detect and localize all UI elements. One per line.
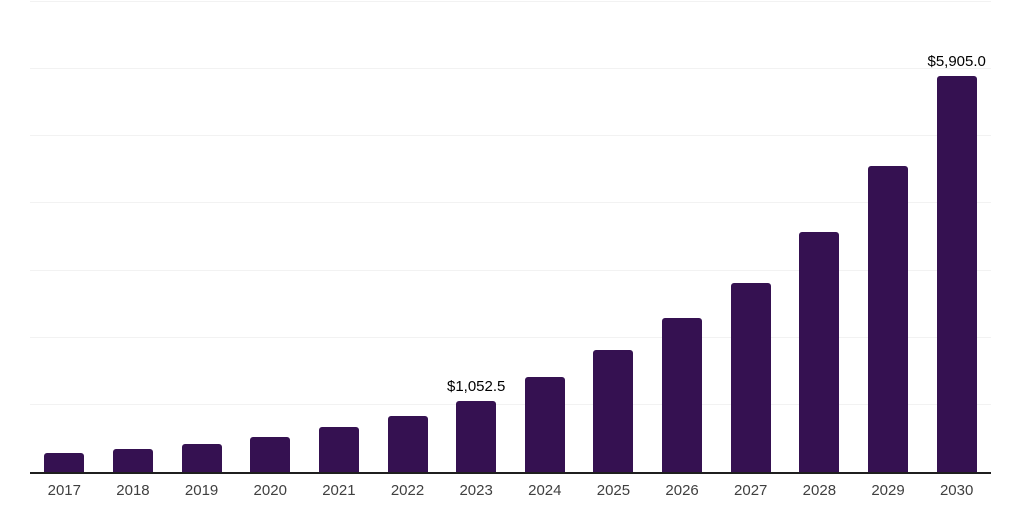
gridline	[30, 202, 991, 204]
bar[interactable]	[44, 453, 85, 472]
bar[interactable]	[730, 283, 771, 472]
gridline	[30, 135, 991, 137]
x-tick-label: 2019	[184, 482, 219, 499]
bar[interactable]	[662, 318, 703, 472]
x-tick-label: 2018	[116, 482, 150, 499]
bar-value-label: $1,052.5	[446, 378, 506, 395]
bar[interactable]	[456, 401, 497, 472]
bar-value-label: $5,905.0	[927, 53, 986, 70]
x-tick-label: 2023	[459, 482, 493, 499]
x-tick-label: 2017	[47, 482, 81, 499]
x-tick-label: 2024	[528, 482, 562, 499]
x-tick-label: 2029	[871, 482, 905, 499]
x-tick-label: 2030	[939, 482, 974, 499]
bar[interactable]	[524, 377, 565, 472]
bar[interactable]	[593, 350, 634, 472]
bar[interactable]	[936, 76, 977, 472]
bar[interactable]	[318, 427, 359, 472]
bar[interactable]	[250, 437, 291, 472]
gridline	[30, 403, 991, 405]
x-tick-label: 2021	[322, 482, 356, 499]
x-tick-label: 2025	[596, 482, 631, 499]
x-axis: 2017 2018 2019 2020 2021 2022 2023 2024 2025 2026…	[30, 480, 991, 502]
gridline	[30, 68, 991, 70]
plot-area: $1,052.5 $5,905.0	[30, 0, 991, 474]
gridline	[30, 1, 991, 2]
gridline	[30, 269, 991, 271]
bar[interactable]	[112, 449, 153, 472]
bar[interactable]	[387, 416, 428, 472]
x-tick-label: 2026	[665, 482, 699, 499]
bar[interactable]	[799, 232, 840, 472]
x-tick-label: 2020	[253, 482, 287, 499]
x-tick-label: 2022	[390, 482, 425, 499]
gridline	[30, 336, 991, 338]
x-tick-label: 2028	[802, 482, 837, 499]
x-tick-label: 2027	[734, 482, 768, 499]
bar[interactable]	[181, 444, 222, 472]
bar[interactable]	[868, 166, 909, 472]
